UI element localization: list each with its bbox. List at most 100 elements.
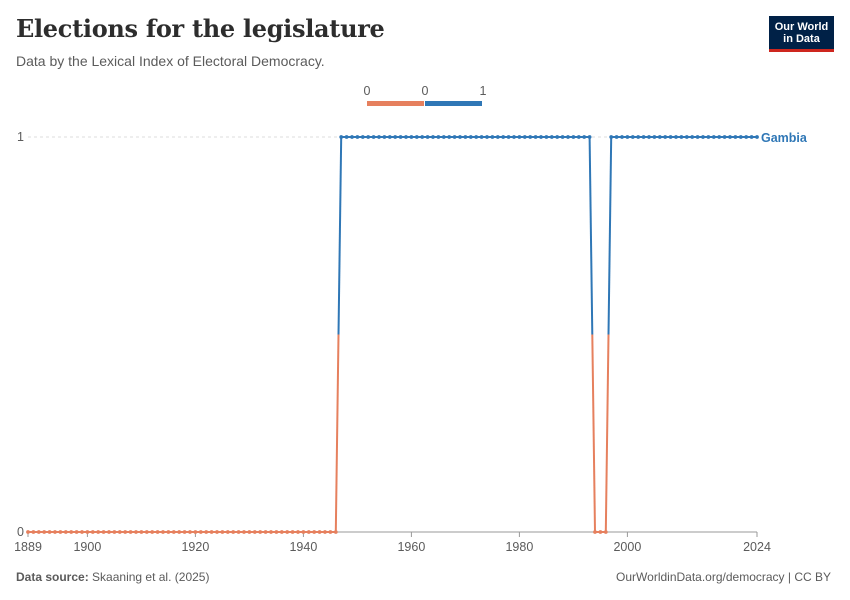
data-point[interactable] [447,135,452,139]
owid-logo[interactable]: Our World in Data [769,16,834,52]
data-point[interactable] [31,530,36,534]
data-point[interactable] [215,530,219,534]
source-text[interactable]: Skaaning et al. (2025) [92,570,210,584]
data-point[interactable] [474,135,479,139]
data-point[interactable] [387,135,392,139]
data-point[interactable] [528,135,533,139]
series-transition[interactable] [591,334,596,533]
data-point[interactable] [549,135,554,139]
data-point[interactable] [609,135,614,139]
series-points[interactable] [26,135,759,534]
data-point[interactable] [117,530,122,534]
data-point[interactable] [744,135,749,139]
data-point[interactable] [555,135,560,139]
data-point[interactable] [636,135,641,139]
data-point[interactable] [182,530,187,534]
data-point[interactable] [177,530,182,534]
data-point[interactable] [404,135,408,139]
data-point[interactable] [323,530,327,534]
data-point[interactable] [42,530,47,534]
data-point[interactable] [150,530,155,534]
data-point[interactable] [382,135,387,139]
series-transition[interactable] [588,136,594,335]
data-point[interactable] [296,530,300,534]
series-transition[interactable] [337,136,343,335]
data-point[interactable] [414,135,419,139]
data-point[interactable] [209,530,214,534]
data-point[interactable] [749,135,754,139]
data-point[interactable] [620,135,624,139]
data-point[interactable] [139,530,144,534]
data-point[interactable] [350,135,354,139]
data-point[interactable] [220,530,225,534]
data-point[interactable] [495,135,500,139]
series-transition[interactable] [607,136,613,335]
data-point[interactable] [441,135,446,139]
data-point[interactable] [641,135,646,139]
data-point[interactable] [36,530,41,534]
footer-url[interactable]: OurWorldinData.org/democracy | CC BY [616,570,831,584]
data-point[interactable] [58,530,63,534]
data-point[interactable] [193,530,198,534]
data-point[interactable] [679,135,684,139]
data-point[interactable] [269,530,273,534]
data-point[interactable] [274,530,279,534]
data-point[interactable] [614,135,619,139]
data-point[interactable] [463,135,468,139]
data-point[interactable] [652,135,657,139]
data-point[interactable] [53,530,57,534]
color-legend[interactable]: 0 0 1 [364,84,487,106]
data-point[interactable] [593,530,597,534]
data-point[interactable] [485,135,489,139]
data-point[interactable] [74,530,79,534]
data-point[interactable] [690,135,695,139]
data-point[interactable] [225,530,230,534]
data-point[interactable] [290,530,295,534]
data-point[interactable] [144,530,149,534]
data-point[interactable] [96,530,101,534]
data-point[interactable] [344,135,349,139]
data-point[interactable] [479,135,484,139]
data-point[interactable] [571,135,576,139]
data-point[interactable] [587,135,592,139]
data-point[interactable] [458,135,462,139]
data-point[interactable] [517,135,522,139]
data-point[interactable] [695,135,700,139]
data-point[interactable] [582,135,587,139]
series-transition[interactable] [334,334,340,533]
data-point[interactable] [533,135,538,139]
data-point[interactable] [539,135,543,139]
data-point[interactable] [155,530,160,534]
data-point[interactable] [301,530,306,534]
data-point[interactable] [328,530,333,534]
data-point[interactable] [171,530,176,534]
legend-bin-1[interactable] [425,101,482,106]
series-lines[interactable] [27,136,758,533]
data-point[interactable] [312,530,317,534]
data-point[interactable] [279,530,284,534]
data-point[interactable] [366,135,371,139]
legend-bin-0[interactable] [367,101,424,106]
data-point[interactable] [630,135,635,139]
data-point[interactable] [134,530,138,534]
data-point[interactable] [247,530,252,534]
data-point[interactable] [657,135,662,139]
data-point[interactable] [355,135,360,139]
data-point[interactable] [80,530,84,534]
data-point[interactable] [663,135,668,139]
data-point[interactable] [544,135,549,139]
data-point[interactable] [333,530,338,534]
data-point[interactable] [701,135,705,139]
data-point[interactable] [398,135,403,139]
data-point[interactable] [452,135,457,139]
data-point[interactable] [90,530,95,534]
data-point[interactable] [706,135,711,139]
data-point[interactable] [738,135,743,139]
data-point[interactable] [242,530,246,534]
data-point[interactable] [603,530,608,534]
data-point[interactable] [436,135,441,139]
data-point[interactable] [501,135,506,139]
data-point[interactable] [668,135,673,139]
data-point[interactable] [522,135,527,139]
data-point[interactable] [512,135,516,139]
